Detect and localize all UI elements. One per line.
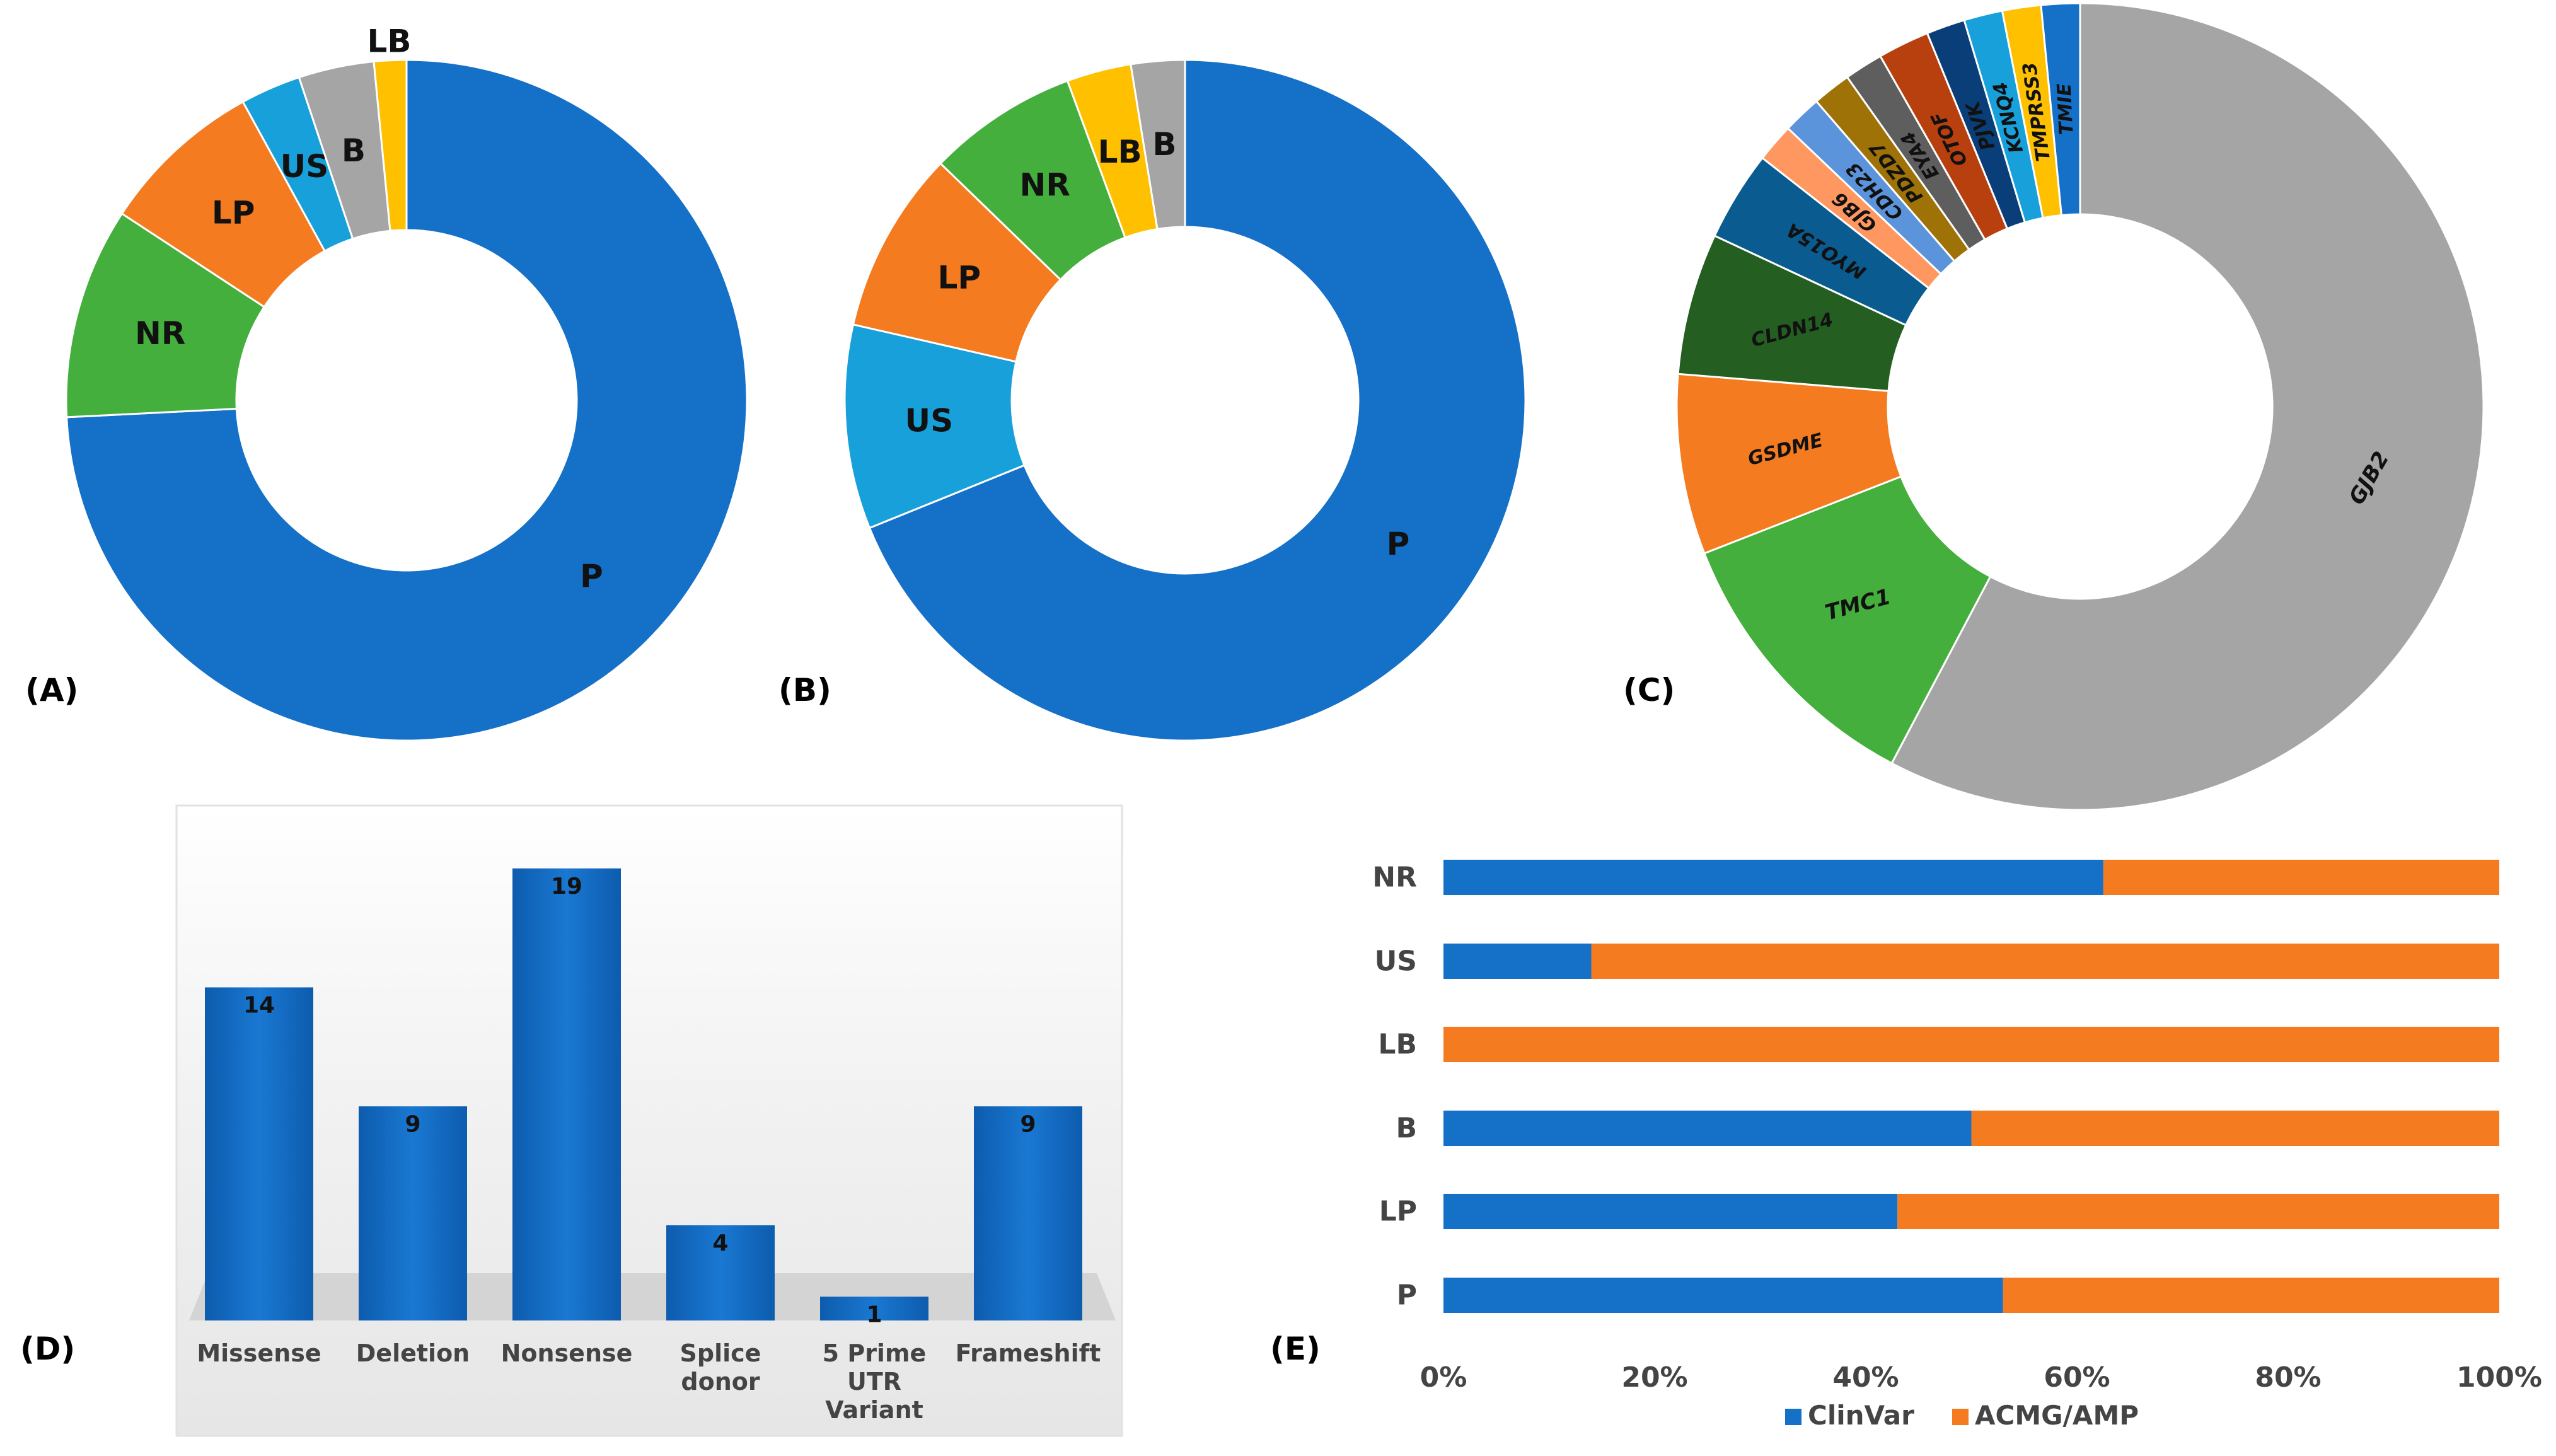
x-tick-label: 80% [2255,1361,2321,1394]
slice-gjb2 [1890,2,2485,811]
category-label-nonsense: Nonsense [501,1339,633,1367]
bar-value-label: 4 [712,1230,728,1256]
segment-lp-clinvar [1443,1194,1898,1229]
slice-label-nr: NR [135,315,185,352]
slice-label-lb: LB [367,23,412,60]
bar-missense [205,987,313,1320]
category-label-frameshift: Frameshift [956,1339,1101,1367]
bar-frameshift [974,1106,1082,1320]
x-tick-label: 40% [1832,1361,1899,1394]
bar-value-label: 9 [1020,1111,1036,1137]
panel-label-e: (E) [1270,1331,1321,1367]
slice-p [66,59,748,742]
segment-us-clinvar [1443,944,1592,979]
bar-value-label: 9 [405,1111,420,1137]
segment-lb-acmg-amp [1443,1027,2499,1062]
category-label-lp: LP [1379,1196,1417,1228]
category-label-missense: Missense [197,1339,321,1367]
slice-label-lb: LB [1098,134,1142,170]
category-label-5-prime-utr-variant: UTR [847,1368,901,1395]
x-tick-label: 100% [2456,1361,2542,1394]
segment-b-clinvar [1443,1111,1972,1146]
category-label-deletion: Deletion [356,1339,470,1367]
panel-label-b: (B) [778,672,831,708]
bar-value-label: 14 [243,993,275,1019]
donut-chart-c: GJB2TMC1GSDMECLDN14MYO15AGJB6CDH23PDZD7E… [1675,2,2485,811]
slice-tmie [2040,2,2081,217]
x-tick-label: 60% [2044,1361,2110,1394]
slice-label-tmie: TMIE [2054,83,2078,136]
slice-lp [852,162,1062,363]
category-label-splice-donor: Splice [680,1339,761,1367]
category-label-splice-donor: donor [681,1368,760,1395]
segment-nr-clinvar [1443,860,2103,895]
slice-tmc1 [1703,475,1992,765]
bar-chart-panel-background [175,804,1123,1437]
category-label-5-prime-utr-variant: 5 Prime [823,1339,927,1367]
legend-label-clinvar: ClinVar [1808,1400,1914,1431]
category-label-us: US [1375,945,1417,978]
panel-label-a: (A) [25,672,78,708]
segment-lp-acmg-amp [1897,1194,2499,1229]
slice-label-p: P [580,558,603,594]
x-tick-label: 20% [1621,1361,1687,1394]
segment-p-clinvar [1443,1278,2003,1313]
segment-us-acmg-amp [1591,944,2499,979]
slice-b [1130,59,1186,231]
category-label-nr: NR [1372,862,1417,894]
segment-nr-acmg-amp [2103,860,2499,895]
slice-label-lp: LP [212,195,255,231]
segment-p-acmg-amp [2003,1278,2499,1313]
bar-deletion [359,1106,467,1320]
panel-label-c: (C) [1623,672,1675,708]
bar-splice-donor [666,1225,775,1320]
legend-swatch-clinvar [1785,1409,1801,1425]
bar-nonsense [512,868,621,1320]
x-tick-label: 0% [1420,1361,1467,1394]
segment-b-acmg-amp [1971,1111,2499,1146]
slice-label-lp: LP [938,260,981,296]
slice-lb [373,59,408,232]
legend-label-acmg-amp: ACMG/AMP [1975,1400,2139,1431]
bar-value-label: 1 [866,1302,882,1327]
bar-chart-d: 14Missense9Deletion19Nonsense4Splicedono… [175,804,1123,1437]
legend: ClinVar ACMG/AMP [1785,1400,2139,1431]
slice-label-us: US [905,403,953,439]
donut-chart-b: P US LP NR LB B [843,59,1527,742]
category-label-b: B [1396,1112,1417,1145]
bar-value-label: 19 [551,874,582,899]
category-label-p: P [1397,1280,1417,1312]
slice-nr [65,212,266,419]
slice-label-b: B [1152,126,1176,163]
slice-p [868,59,1527,742]
category-label-lb: LB [1378,1029,1417,1061]
slice-label-b: B [342,132,366,169]
donut-chart-a: P NR LP US B LB [65,23,748,742]
category-label-5-prime-utr-variant: Variant [825,1396,923,1424]
bar-5-prime-utr-variant [820,1297,928,1320]
legend-swatch-acmg-amp [1952,1409,1969,1425]
slice-label-us: US [280,148,329,185]
slice-label-nr: NR [1020,166,1070,203]
panel-label-d: (D) [20,1331,75,1367]
slice-label-p: P [1387,526,1410,562]
stacked-bar-chart-e: NR US LB B LP P 0% 20% 40% 60% 80% 100% ClinVar ACMG/… [1372,860,2542,1431]
